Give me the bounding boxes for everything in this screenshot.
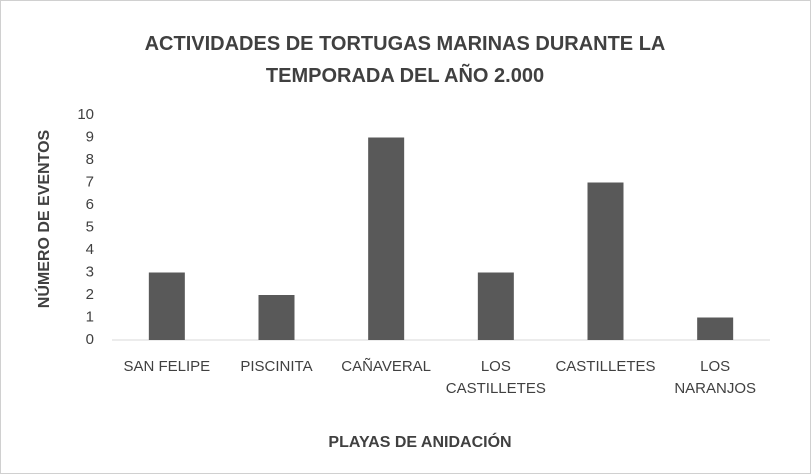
chart-title: ACTIVIDADES DE TORTUGAS MARINAS DURANTE … <box>144 33 666 87</box>
y-tick-label: 8 <box>86 151 94 168</box>
y-tick-label: 3 <box>86 263 94 280</box>
x-tick-label: CASTILLETES <box>555 358 656 375</box>
bar <box>477 272 514 340</box>
x-tick-label: PISCINITA <box>240 358 313 375</box>
y-tick-label: 5 <box>86 218 94 235</box>
y-tick-label: 2 <box>86 286 94 303</box>
bar <box>148 272 185 340</box>
y-tick-label: 0 <box>86 331 94 348</box>
x-axis-title: PLAYAS DE ANIDACIÓN <box>328 434 512 451</box>
x-tick-label: CAÑAVERAL <box>341 358 432 375</box>
y-tick-label: 4 <box>86 241 94 258</box>
x-tick-label: SAN FELIPE <box>123 358 211 375</box>
y-tick-label: 9 <box>86 128 94 145</box>
x-tick-label: LOS CASTILLETES <box>445 358 546 397</box>
y-tick-label: 1 <box>86 308 94 325</box>
bar <box>587 182 624 340</box>
bar <box>697 317 734 340</box>
bar <box>368 137 405 340</box>
y-tick-label: 10 <box>77 106 94 123</box>
x-tick-label: LOS NARANJOS <box>674 358 756 397</box>
y-tick-label: 6 <box>86 196 94 213</box>
y-tick-label: 7 <box>86 173 94 190</box>
bar <box>258 295 295 340</box>
